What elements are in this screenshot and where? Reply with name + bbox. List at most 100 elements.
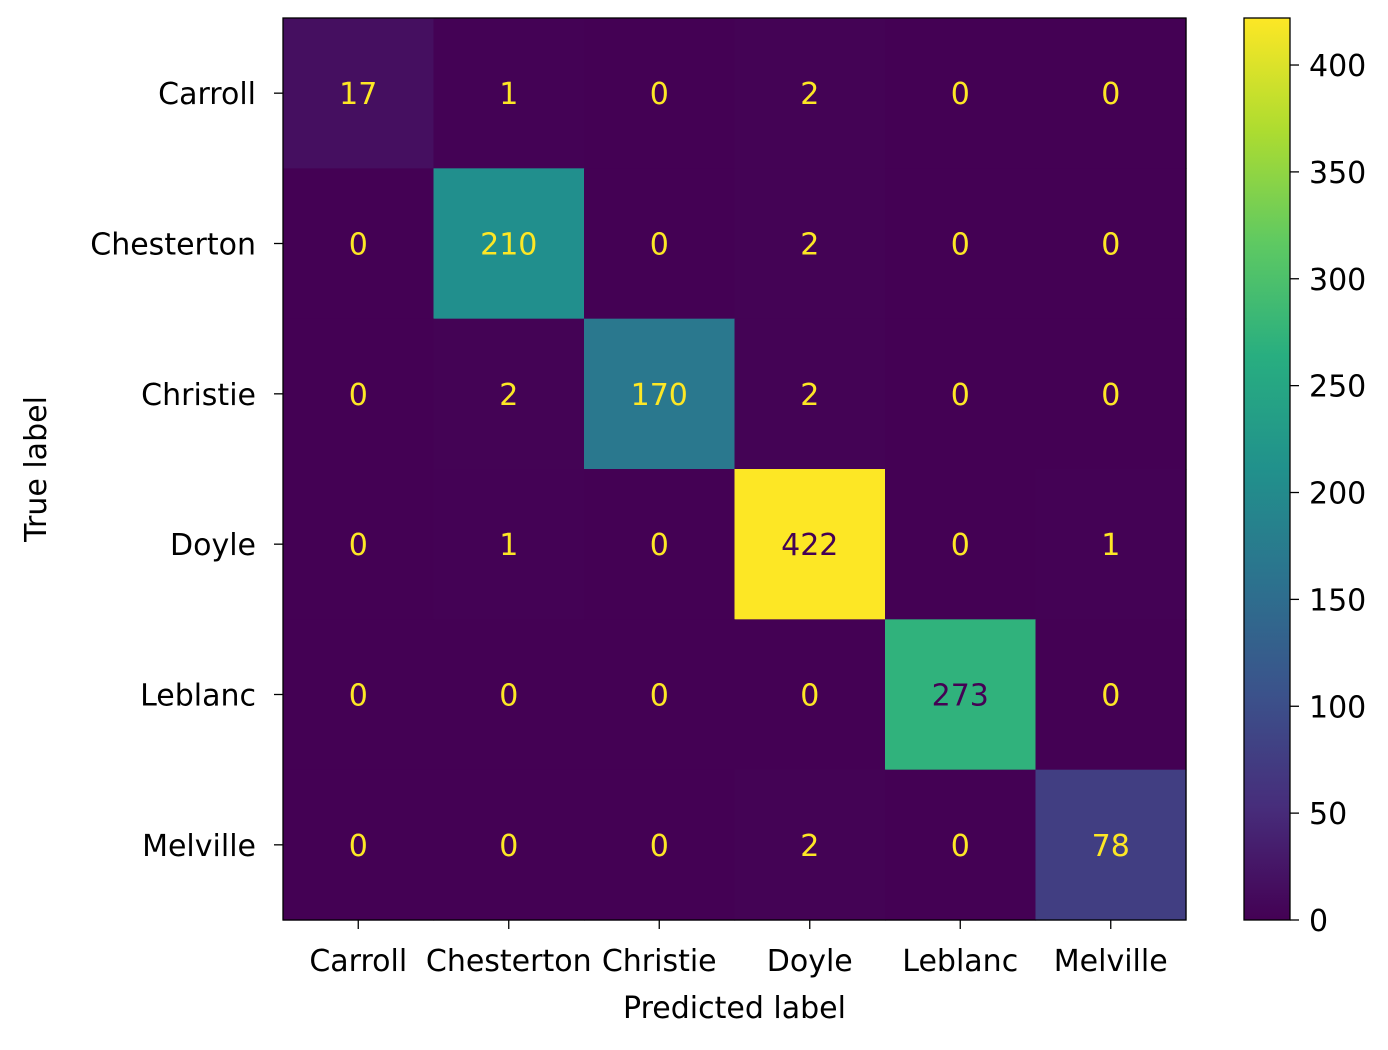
heatmap-cell xyxy=(1035,318,1187,470)
y-tick-label: Christie xyxy=(141,378,256,413)
x-axis-title: Predicted label xyxy=(623,991,846,1026)
heatmap-cell xyxy=(885,18,1037,169)
colorbar-ticks: 0 50 100 150 200 250 300 350 400 xyxy=(1290,49,1366,939)
cell-value-label: 0 xyxy=(1101,228,1120,263)
x-tick-label: Melville xyxy=(1054,944,1168,979)
heatmap-cell xyxy=(584,619,736,771)
heatmap-cell xyxy=(584,168,736,320)
cell-value-label: 0 xyxy=(951,77,970,112)
cell-value-label: 0 xyxy=(951,378,970,413)
cell-value-label: 0 xyxy=(800,679,819,714)
colorbar-tick-label: 350 xyxy=(1309,156,1366,191)
cell-value-label: 0 xyxy=(349,228,368,263)
cell-value-label: 0 xyxy=(349,829,368,864)
heatmap-cell xyxy=(283,619,435,771)
heatmap-cell xyxy=(885,619,1037,771)
cell-value-label: 2 xyxy=(499,378,518,413)
heatmap-cell xyxy=(283,469,435,620)
cell-value-label: 0 xyxy=(349,378,368,413)
heatmap-cell xyxy=(433,469,585,620)
heatmap-cell xyxy=(1035,469,1187,620)
cell-value-label: 0 xyxy=(650,679,669,714)
colorbar xyxy=(1243,17,1291,921)
cell-value-label: 1 xyxy=(499,528,518,563)
cell-value-label: 1 xyxy=(499,77,518,112)
heatmap-cell xyxy=(1035,619,1187,771)
heatmap-cell xyxy=(734,318,886,470)
y-tick-label: Melville xyxy=(142,829,256,864)
cell-value-label: 0 xyxy=(650,77,669,112)
heatmap-cell xyxy=(734,769,886,921)
heatmap-cell xyxy=(1035,168,1187,320)
heatmap-cell xyxy=(584,18,736,169)
cell-value-label: 0 xyxy=(650,528,669,563)
cell-value-label: 0 xyxy=(650,228,669,263)
heatmap-cell xyxy=(584,469,736,620)
heatmap-cell xyxy=(1035,18,1187,169)
heatmap-cell xyxy=(433,619,585,771)
heatmap-cell xyxy=(734,469,886,620)
heatmap-cell xyxy=(283,18,435,169)
cell-value-label: 2 xyxy=(800,829,819,864)
colorbar-tick-label: 250 xyxy=(1309,370,1366,405)
cell-value-label: 0 xyxy=(951,528,970,563)
y-tick-label: Leblanc xyxy=(140,679,256,714)
cell-value-label: 0 xyxy=(650,829,669,864)
colorbar-tick-label: 150 xyxy=(1309,583,1366,618)
heatmap-cell xyxy=(433,318,585,470)
heatmap-cell xyxy=(1035,769,1187,921)
y-tick-label: Chesterton xyxy=(90,228,256,263)
cell-value-label: 0 xyxy=(1101,77,1120,112)
cell-value-label: 0 xyxy=(499,829,518,864)
heatmap-cell xyxy=(584,769,736,921)
cell-value-label: 17 xyxy=(339,77,377,112)
heatmap-cell xyxy=(433,769,585,921)
heatmap-cell xyxy=(885,769,1037,921)
heatmap-cell xyxy=(433,18,585,169)
cell-value-label: 0 xyxy=(499,679,518,714)
colorbar-tick-label: 300 xyxy=(1309,263,1366,298)
cell-value-label: 0 xyxy=(349,679,368,714)
x-tick-label: Chesterton xyxy=(426,944,592,979)
colorbar-tick-label: 200 xyxy=(1309,477,1366,512)
heatmap-cell xyxy=(734,18,886,169)
cell-value-label: 0 xyxy=(951,228,970,263)
plot-frame xyxy=(282,17,1187,921)
x-tick-label: Doyle xyxy=(767,944,853,979)
cell-value-label: 0 xyxy=(1101,378,1120,413)
cell-value-label: 170 xyxy=(631,378,688,413)
cell-value-label: 0 xyxy=(1101,679,1120,714)
y-tick-label: Carroll xyxy=(158,77,256,112)
colorbar-tick-label: 50 xyxy=(1309,797,1347,832)
cell-value-label: 78 xyxy=(1092,829,1130,864)
x-tick-label: Carroll xyxy=(309,944,407,979)
x-tick-label: Christie xyxy=(602,944,717,979)
cell-value-label: 2 xyxy=(800,228,819,263)
heatmap-cell xyxy=(734,619,886,771)
cell-value-label: 273 xyxy=(932,679,989,714)
colorbar-tick-label: 400 xyxy=(1309,49,1366,84)
cell-value-label: 2 xyxy=(800,77,819,112)
y-axis-title: True label xyxy=(19,396,54,543)
x-axis-ticks: Carroll Chesterton Christie Doyle Leblanc Mel… xyxy=(309,920,1168,979)
heatmap-cell xyxy=(283,769,435,921)
heatmap-cell xyxy=(283,168,435,320)
heatmap-cell xyxy=(885,168,1037,320)
heatmap-cell xyxy=(885,469,1037,620)
heatmap-cell xyxy=(433,168,585,320)
heatmap-cell xyxy=(283,318,435,470)
y-tick-label: Doyle xyxy=(170,528,256,563)
cell-value-label: 210 xyxy=(480,228,537,263)
x-tick-label: Leblanc xyxy=(902,944,1018,979)
colorbar-tick-label: 100 xyxy=(1309,690,1366,725)
cell-value-label: 422 xyxy=(781,528,838,563)
cell-value-label: 1 xyxy=(1101,528,1120,563)
heatmap-cells xyxy=(283,18,1187,921)
cell-value-label: 0 xyxy=(349,528,368,563)
heatmap-cell xyxy=(885,318,1037,470)
cell-value-label: 2 xyxy=(800,378,819,413)
y-axis-ticks: Carroll Chesterton Christie Doyle Leblanc Mel… xyxy=(90,77,283,864)
cell-value-labels: 17 1 0 2 0 0 0 210 0 2 0 0 0 2 170 2 0 0 0 1 0 422 0 1 0 0 0 0 273 0 0… xyxy=(339,77,1130,864)
colorbar-tick-label: 0 xyxy=(1309,904,1328,939)
